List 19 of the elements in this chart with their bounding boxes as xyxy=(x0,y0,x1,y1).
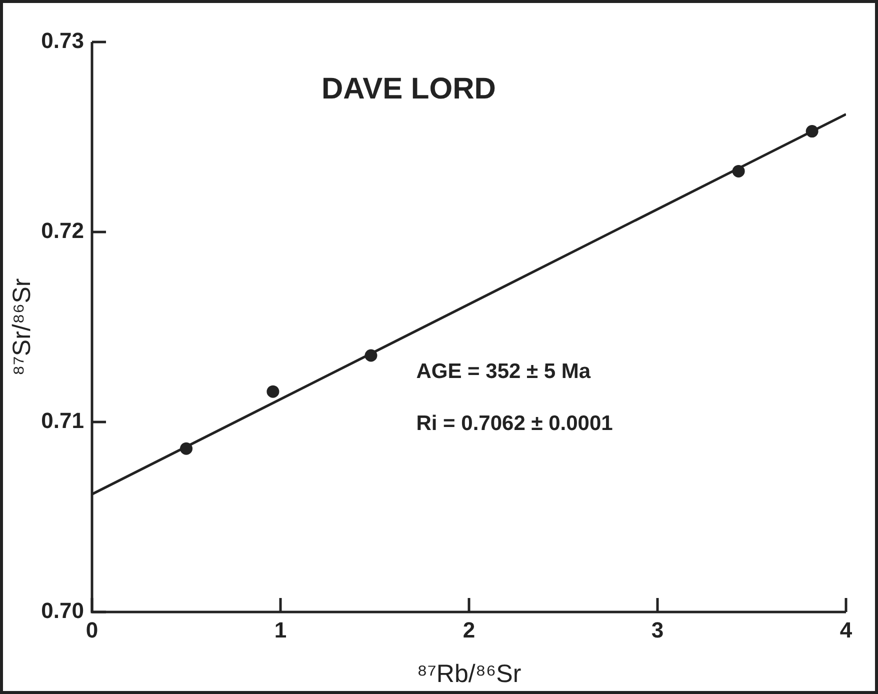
y-tick-label: 0.72 xyxy=(41,218,84,244)
point xyxy=(180,442,192,455)
x-tick-label: 0 xyxy=(86,617,98,642)
point xyxy=(364,349,378,362)
point xyxy=(266,385,280,398)
y-tick-label: 0.73 xyxy=(41,28,84,54)
x-tick-label: 3 xyxy=(651,617,664,642)
y-tick-label: 0.70 xyxy=(41,598,84,624)
x-axis-title: ⁸⁷Rb/⁸⁶Sr xyxy=(416,660,522,688)
y-axis-title: ⁸⁷Sr/⁸⁶Sr xyxy=(8,278,36,376)
x-tick-label: 1 xyxy=(274,617,287,642)
y-tick-label: 0.71 xyxy=(41,408,84,434)
text: DAVE LORD xyxy=(321,72,496,106)
annotation: Ri = 0.7062 ± 0.0001 xyxy=(416,412,614,435)
x-tick-label: 2 xyxy=(462,617,476,642)
x-tick-label: 4 xyxy=(840,617,853,642)
point xyxy=(732,164,745,178)
annotation: AGE = 352 ± 5 Ma xyxy=(416,360,591,383)
point xyxy=(806,125,818,138)
